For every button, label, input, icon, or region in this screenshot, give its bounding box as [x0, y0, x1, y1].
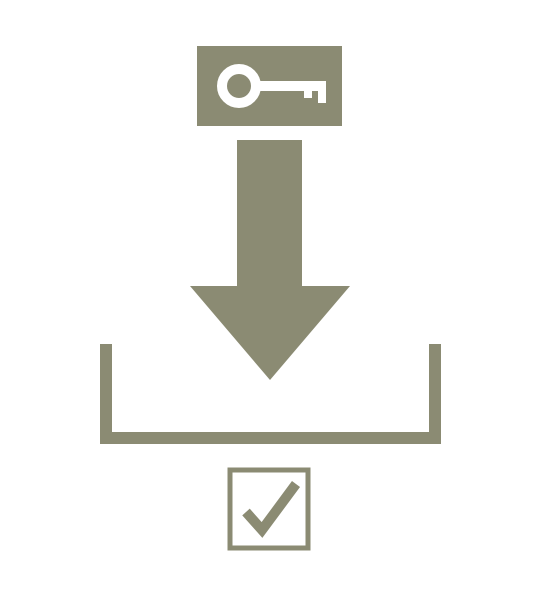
checkmark-icon — [246, 484, 296, 530]
down-arrow-icon — [190, 140, 350, 380]
key-badge — [197, 46, 342, 126]
deposit-key-diagram — [0, 0, 540, 600]
diagram-svg — [0, 0, 540, 600]
confirm-checkbox — [230, 470, 308, 548]
